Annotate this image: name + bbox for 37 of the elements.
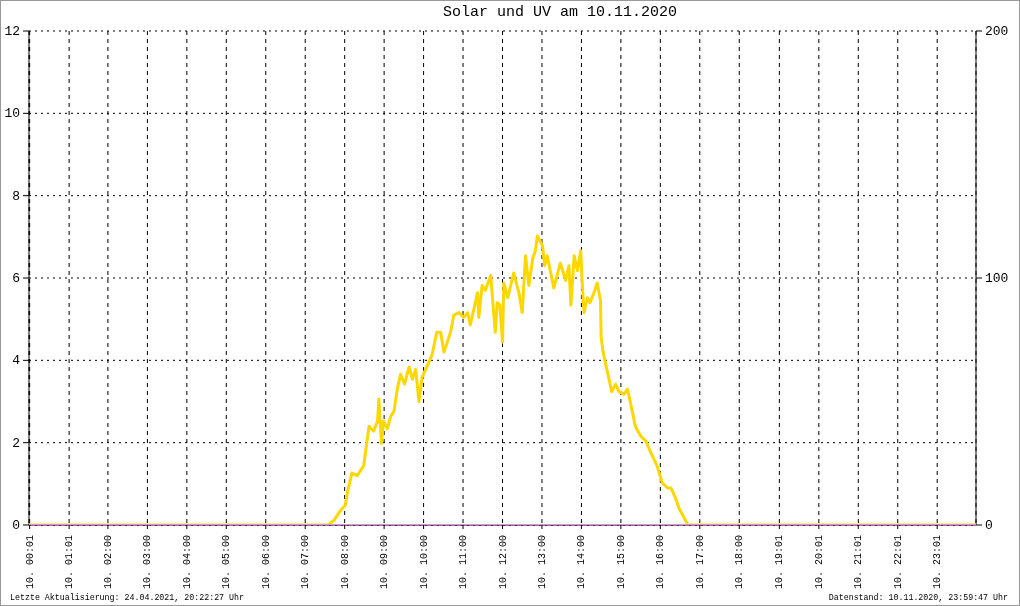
x-tick-label: 10. 11:00 [457,535,469,590]
x-tick-label: 10. 16:00 [654,535,666,590]
x-tick-label: 10. 04:00 [181,535,193,590]
x-tick-label: 10. 18:00 [733,535,745,590]
y-tick-label: 6 [12,270,20,286]
chart-title: Solar und UV am 10.11.2020 [443,4,678,22]
x-tick-label: 10. 14:00 [575,535,587,590]
y-tick-label: 8 [12,188,20,204]
y2-tick-label: 100 [985,270,1009,286]
x-tick-label: 10. 17:00 [694,535,706,590]
x-tick-label: 10. 20:01 [813,535,825,590]
x-tick-label: 10. 19:01 [773,535,785,590]
y-tick-label: 2 [12,435,20,451]
x-tick-label: 10. 05:00 [220,535,232,590]
x-tick-label: 10. 21:01 [852,535,864,590]
x-tick-label: 10. 15:00 [615,535,627,590]
x-tick-label: 10. 22:01 [892,535,904,590]
x-tick-label: 10. 23:01 [931,535,943,590]
x-tick-label: 10. 12:00 [497,535,508,590]
x-tick-label: 10. 08:00 [339,535,351,590]
x-tick-label: 10. 09:00 [378,535,390,590]
y-tick-label: 4 [12,352,21,368]
y2-tick-label: 0 [985,517,993,533]
x-tick-label: 10. 07:00 [299,535,311,590]
y-tick-label: 12 [4,23,20,39]
x-tick-label: 10. 01:01 [63,535,75,590]
x-tick-label: 10. 02:00 [102,535,114,590]
x-tick-label: 10. 06:00 [260,535,272,590]
y2-tick-label: 200 [985,23,1009,39]
text: Datenstand: 10.11.2020, 23:59:47 Uhr [828,593,1008,602]
x-tick-label: 10. 10:00 [418,535,430,590]
x-tick-label: 10. 00:01 [24,535,36,590]
x-tick-label: 10. 03:00 [141,535,153,590]
y-tick-label: 10 [4,105,20,121]
text: Letzte Aktualisierung: 24.04.2021, 20:22:27 Uhr [10,593,245,602]
x-tick-label: 10. 13:00 [536,535,548,590]
y-tick-label: 0 [12,517,20,533]
